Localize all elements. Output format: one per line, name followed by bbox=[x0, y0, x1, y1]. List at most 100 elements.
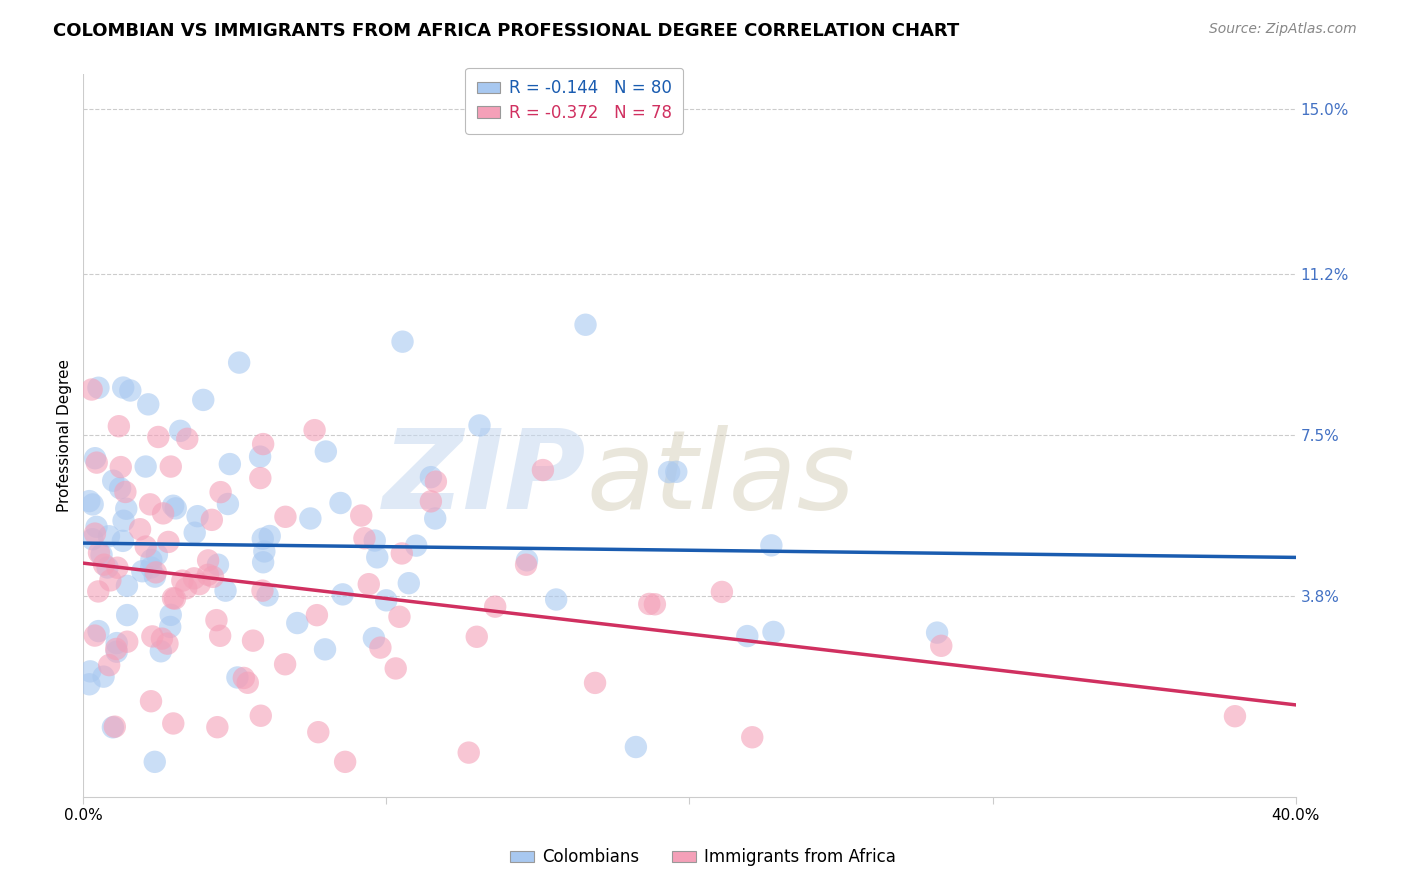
Point bbox=[405, 539, 427, 553]
Point bbox=[333, 755, 356, 769]
Point bbox=[112, 381, 135, 395]
Point bbox=[108, 419, 131, 434]
Point bbox=[226, 670, 249, 684]
Point bbox=[217, 497, 239, 511]
Text: atlas: atlas bbox=[586, 425, 855, 533]
Point bbox=[242, 633, 264, 648]
Point bbox=[391, 334, 413, 349]
Point bbox=[115, 608, 138, 623]
Point bbox=[249, 708, 271, 723]
Point bbox=[135, 540, 157, 554]
Point bbox=[108, 481, 131, 495]
Point bbox=[93, 558, 115, 572]
Point bbox=[159, 620, 181, 634]
Point bbox=[110, 460, 132, 475]
Point bbox=[299, 511, 322, 525]
Point bbox=[86, 456, 108, 470]
Point bbox=[516, 553, 538, 567]
Point bbox=[388, 609, 411, 624]
Point bbox=[214, 583, 236, 598]
Point bbox=[658, 465, 681, 479]
Point bbox=[87, 624, 110, 638]
Point bbox=[583, 676, 606, 690]
Point bbox=[197, 553, 219, 567]
Point bbox=[209, 629, 232, 643]
Point bbox=[762, 624, 785, 639]
Point bbox=[304, 423, 326, 437]
Point bbox=[157, 535, 180, 549]
Point bbox=[105, 636, 128, 650]
Point bbox=[83, 629, 105, 643]
Point bbox=[174, 582, 197, 596]
Point bbox=[252, 532, 274, 546]
Point bbox=[315, 444, 337, 458]
Point bbox=[159, 607, 181, 622]
Point bbox=[314, 642, 336, 657]
Point bbox=[165, 501, 187, 516]
Point bbox=[183, 571, 205, 585]
Point bbox=[101, 720, 124, 734]
Point bbox=[350, 508, 373, 523]
Point bbox=[139, 694, 162, 708]
Point bbox=[384, 661, 406, 675]
Point bbox=[249, 450, 271, 464]
Point bbox=[357, 577, 380, 591]
Point bbox=[484, 599, 506, 614]
Point bbox=[148, 430, 170, 444]
Point bbox=[152, 507, 174, 521]
Point bbox=[624, 739, 647, 754]
Point bbox=[305, 608, 328, 623]
Point bbox=[197, 567, 219, 582]
Point bbox=[156, 637, 179, 651]
Point bbox=[425, 511, 447, 525]
Point bbox=[135, 459, 157, 474]
Point bbox=[149, 644, 172, 658]
Point bbox=[129, 522, 152, 536]
Point bbox=[159, 459, 181, 474]
Point bbox=[98, 658, 121, 673]
Point bbox=[468, 418, 491, 433]
Point bbox=[252, 437, 274, 451]
Point bbox=[188, 577, 211, 591]
Point bbox=[162, 499, 184, 513]
Point bbox=[252, 583, 274, 598]
Point bbox=[162, 716, 184, 731]
Y-axis label: Professional Degree: Professional Degree bbox=[58, 359, 72, 512]
Point bbox=[207, 558, 229, 572]
Point bbox=[665, 465, 688, 479]
Point bbox=[419, 470, 441, 484]
Point bbox=[425, 475, 447, 489]
Legend: Colombians, Immigrants from Africa: Colombians, Immigrants from Africa bbox=[503, 842, 903, 873]
Point bbox=[163, 591, 186, 606]
Point bbox=[141, 629, 163, 643]
Point bbox=[187, 509, 209, 524]
Point bbox=[236, 675, 259, 690]
Point bbox=[143, 569, 166, 583]
Point bbox=[929, 639, 952, 653]
Point bbox=[150, 632, 173, 646]
Point bbox=[644, 597, 666, 611]
Point bbox=[465, 630, 488, 644]
Point bbox=[105, 560, 128, 574]
Point bbox=[205, 613, 228, 627]
Point bbox=[84, 526, 107, 541]
Point bbox=[136, 397, 159, 411]
Point bbox=[329, 496, 352, 510]
Point bbox=[97, 529, 120, 543]
Point bbox=[105, 645, 128, 659]
Point bbox=[741, 731, 763, 745]
Point bbox=[115, 579, 138, 593]
Point bbox=[90, 548, 112, 562]
Point bbox=[710, 585, 733, 599]
Point bbox=[274, 509, 297, 524]
Point bbox=[183, 525, 205, 540]
Point bbox=[927, 625, 949, 640]
Point bbox=[531, 463, 554, 477]
Point bbox=[574, 318, 596, 332]
Point bbox=[737, 629, 759, 643]
Point bbox=[114, 485, 136, 500]
Point bbox=[139, 497, 162, 511]
Point bbox=[398, 576, 420, 591]
Point bbox=[285, 615, 308, 630]
Point bbox=[364, 533, 387, 548]
